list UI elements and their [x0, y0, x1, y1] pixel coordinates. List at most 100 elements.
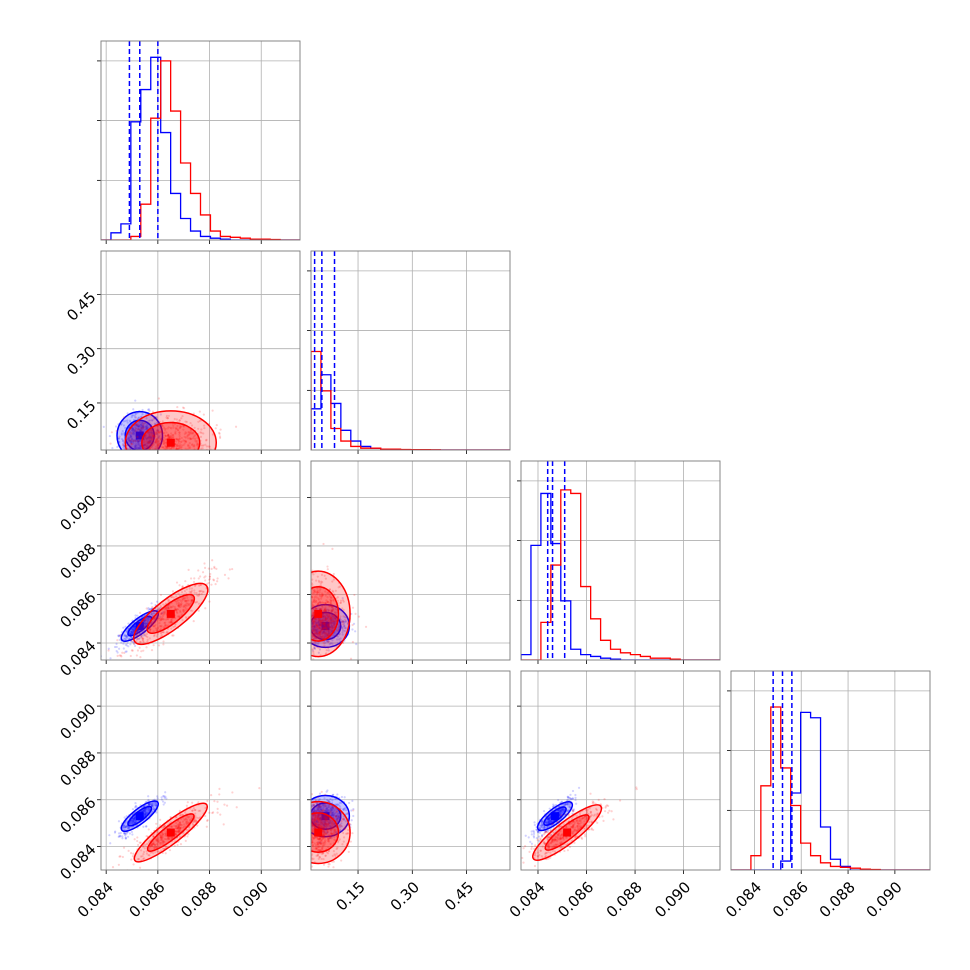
- scatter-point-series-2: [162, 438, 165, 442]
- scatter-point-series-2: [311, 648, 314, 651]
- scatter-point-series-2: [158, 841, 161, 845]
- scatter-point-series-2: [319, 595, 322, 598]
- scatter-point-series-1: [331, 621, 334, 624]
- scatter-point-series-1: [151, 801, 154, 804]
- scatter-point-series-1: [128, 440, 131, 443]
- scatter-point-series-1: [152, 618, 155, 621]
- scatter-point-series-1: [146, 426, 149, 430]
- scatter-point-series-1: [352, 808, 355, 811]
- scatter-point-series-1: [144, 436, 147, 440]
- scatter-point-series-2: [351, 623, 354, 627]
- scatter-point-series-2: [322, 829, 325, 832]
- scatter-point-series-2: [178, 447, 181, 450]
- scatter-point-series-1: [326, 629, 330, 633]
- scatter-point-series-2: [177, 604, 181, 608]
- scatter-point-series-2: [339, 601, 342, 605]
- scatter-point-series-1: [540, 825, 543, 829]
- scatter-point-series-2: [179, 603, 182, 606]
- scatter-point-series-1: [333, 621, 336, 625]
- scatter-point-series-1: [142, 444, 145, 447]
- scatter-point-series-2: [183, 590, 187, 593]
- scatter-point-series-1: [145, 428, 148, 431]
- scatter-point-series-1: [313, 625, 316, 628]
- scatter-point-series-2: [324, 609, 327, 613]
- scatter-point-series-1: [332, 807, 335, 810]
- scatter-point-series-2: [184, 420, 187, 423]
- scatter-point-series-1: [328, 800, 331, 803]
- scatter-point-series-1: [314, 630, 318, 633]
- scatter-point-series-1: [145, 434, 148, 437]
- scatter-point-series-1: [527, 836, 530, 839]
- scatter-point-series-2: [337, 627, 340, 631]
- scatter-point-series-1: [119, 634, 122, 637]
- scatter-point-series-1: [140, 427, 143, 430]
- contour-level-2-series-2: [311, 812, 340, 853]
- scatter-point-series-2: [208, 577, 211, 580]
- scatter-point-series-2: [318, 826, 321, 829]
- scatter-point-series-1: [142, 810, 145, 813]
- scatter-point-series-1: [133, 816, 137, 819]
- scatter-point-series-2: [315, 823, 318, 826]
- scatter-point-series-1: [330, 813, 334, 817]
- scatter-point-series-2: [162, 614, 165, 617]
- scatter-point-series-1: [124, 419, 127, 423]
- scatter-point-series-1: [343, 807, 346, 810]
- scatter-group: [102, 397, 238, 450]
- scatter-point-series-2: [311, 821, 314, 825]
- scatter-point-series-1: [140, 415, 143, 418]
- scatter-point-series-1: [109, 657, 112, 660]
- scatter-point-series-2: [311, 616, 313, 619]
- scatter-point-series-2: [176, 599, 179, 602]
- scatter-point-series-1: [330, 609, 334, 612]
- scatter-point-series-2: [193, 426, 196, 429]
- scatter-point-series-1: [138, 446, 141, 449]
- scatter-point-series-2: [329, 603, 332, 606]
- scatter-point-series-2: [154, 609, 157, 613]
- scatter-point-series-1: [345, 812, 348, 816]
- scatter-point-series-1: [131, 833, 134, 836]
- scatter-point-series-2: [325, 652, 328, 655]
- scatter-point-series-2: [156, 440, 159, 443]
- scatter-point-series-2: [151, 623, 154, 626]
- scatter-point-series-1: [149, 802, 152, 805]
- scatter-point-series-1: [336, 817, 339, 820]
- scatter-point-series-2: [174, 438, 177, 441]
- scatter-point-series-1: [118, 638, 121, 641]
- scatter-point-series-2: [323, 828, 326, 831]
- scatter-point-series-1: [343, 629, 346, 633]
- scatter-point-series-1: [319, 624, 322, 627]
- scatter-point-series-2: [157, 626, 160, 629]
- scatter-point-series-1: [558, 813, 562, 816]
- scatter-point-series-2: [162, 626, 165, 629]
- scatter-point-series-1: [548, 821, 551, 824]
- scatter-point-series-2: [149, 845, 152, 848]
- scatter-point-series-1: [314, 836, 318, 839]
- scatter-point-series-1: [355, 643, 358, 646]
- scatter-point-series-2: [135, 640, 138, 643]
- scatter-point-series-2: [178, 419, 181, 422]
- scatter-point-series-2: [181, 618, 184, 622]
- scatter-point-series-1: [326, 639, 329, 643]
- scatter-point-series-2: [324, 793, 327, 796]
- scatter-point-series-2: [148, 445, 151, 448]
- scatter-point-series-2: [149, 446, 152, 449]
- scatter-point-series-1: [129, 636, 133, 639]
- scatter-point-series-2: [160, 429, 163, 432]
- scatter-point-series-2: [188, 442, 191, 445]
- scatter-point-series-2: [176, 826, 179, 829]
- scatter-point-series-2: [327, 620, 330, 623]
- scatter-point-series-2: [172, 596, 175, 599]
- scatter-point-series-1: [316, 630, 319, 633]
- scatter-point-series-2: [197, 420, 200, 423]
- scatter-point-series-1: [138, 421, 141, 424]
- scatter-point-series-2: [329, 834, 332, 838]
- scatter-point-series-2: [179, 824, 182, 827]
- scatter-point-series-1: [336, 793, 339, 796]
- scatter-point-series-2: [314, 819, 317, 822]
- scatter-point-series-2: [174, 431, 177, 434]
- panel-2-1: [307, 460, 511, 664]
- scatter-point-series-2: [208, 600, 211, 603]
- scatter-point-series-2: [136, 836, 139, 839]
- scatter-point-series-2: [146, 635, 149, 639]
- scatter-point-series-1: [558, 814, 562, 817]
